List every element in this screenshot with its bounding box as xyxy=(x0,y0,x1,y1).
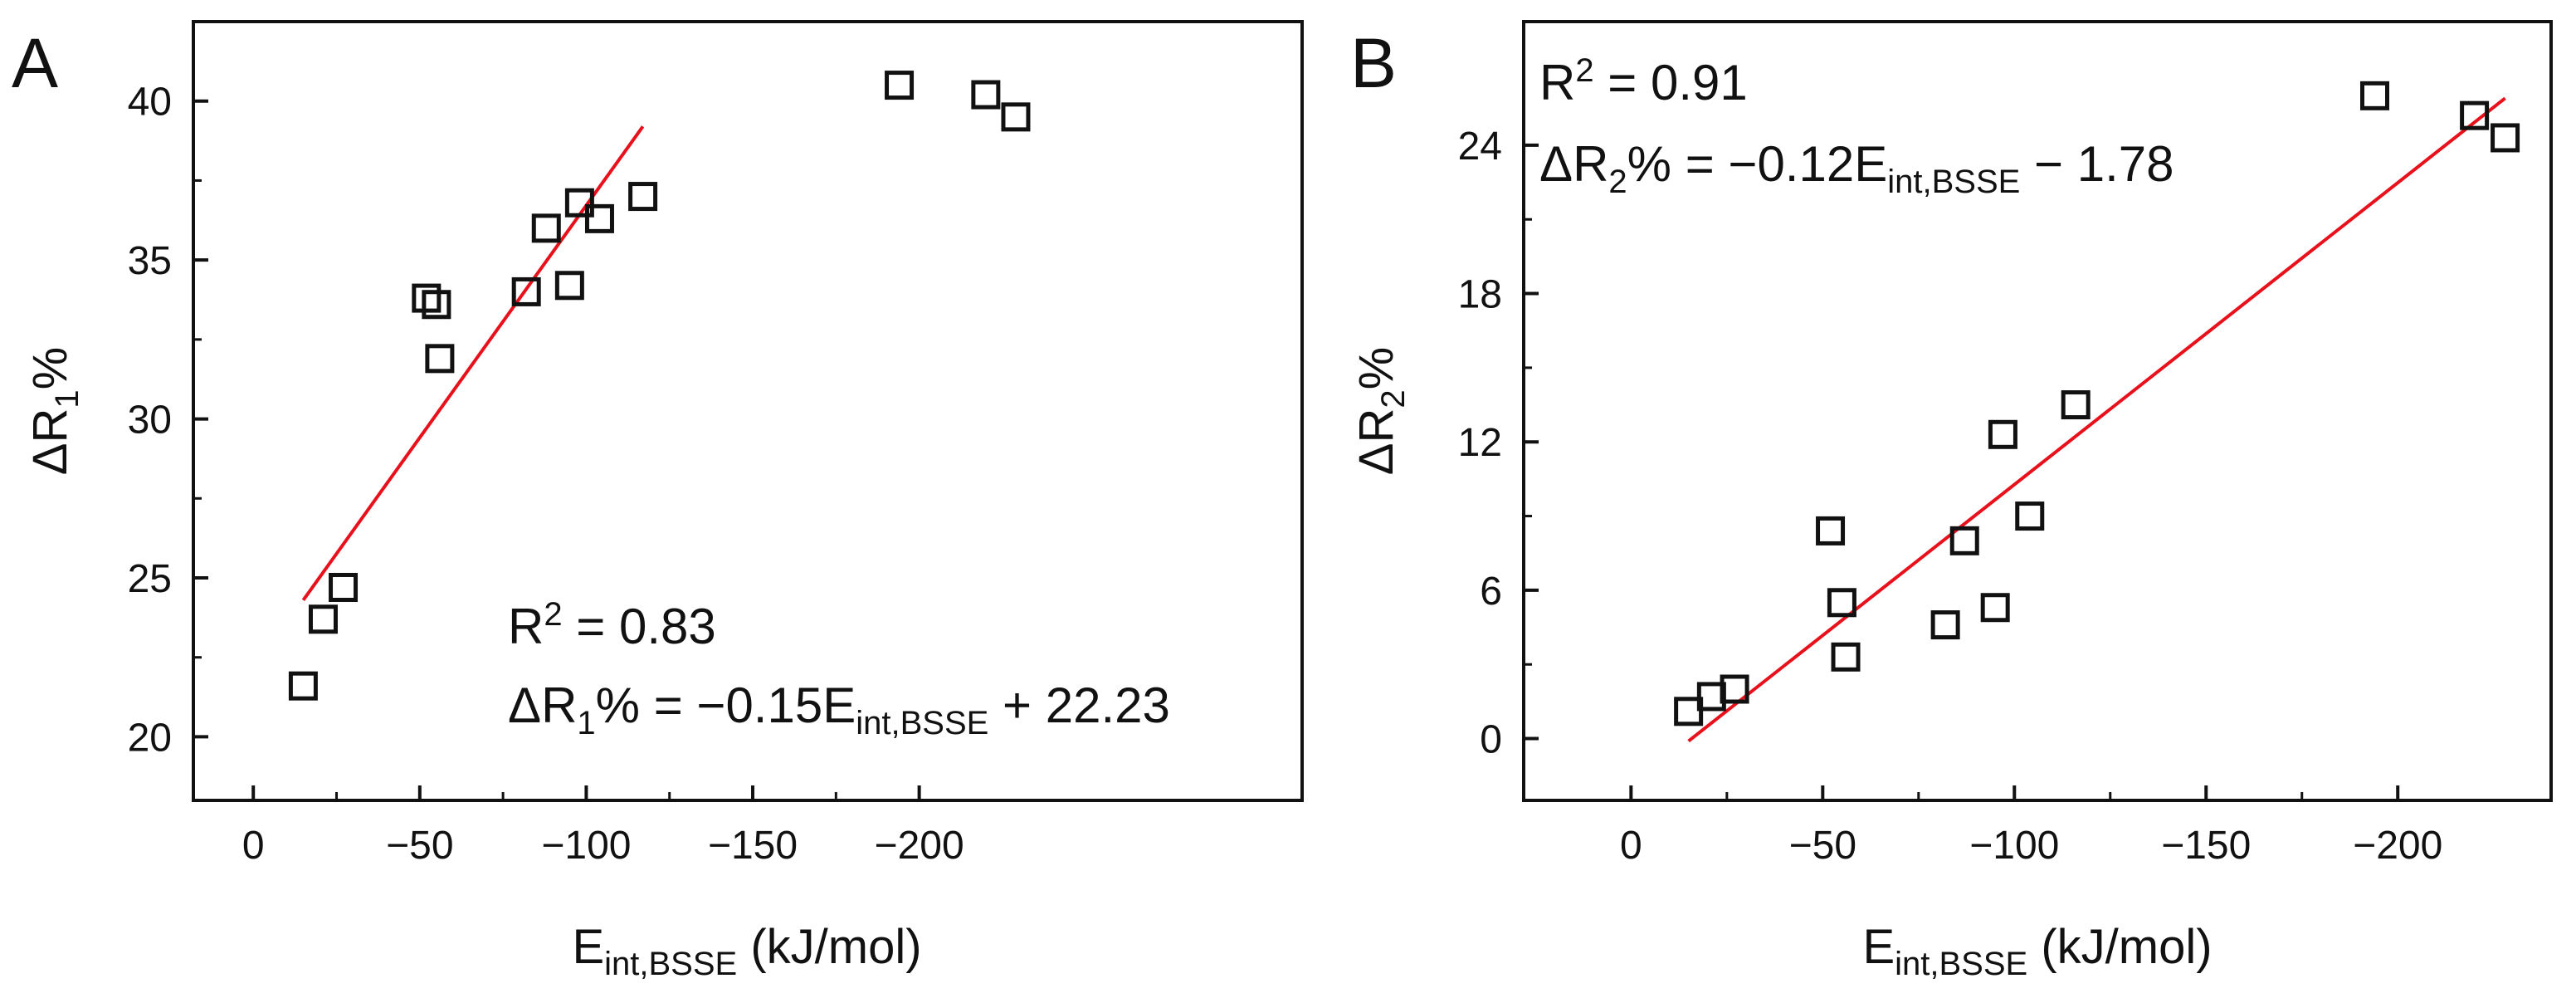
panel-b-x-axis-title: Eint,BSSE (kJ/mol) xyxy=(1862,920,2212,982)
panel-b-data-point xyxy=(1831,642,1861,672)
panel-a-ticks: 0 −50 −100 −150 −200 20 25 30 35 40 xyxy=(128,81,964,868)
panel-b-data-point xyxy=(1827,588,1856,618)
panel-a-data-point xyxy=(308,604,338,634)
panel-a-data-point xyxy=(885,71,915,100)
panel-a-data-point xyxy=(564,188,594,218)
panel-b-y-tick-label: 0 xyxy=(1480,718,1502,762)
panel-a-data-point xyxy=(425,344,455,374)
panel-a-data-point xyxy=(329,572,359,602)
panel-b-data-point xyxy=(1816,516,1846,545)
panel-b-x-tick-label: 0 xyxy=(1620,824,1642,868)
panel-b-y-axis-title: ΔR2% xyxy=(1349,347,1412,475)
panel-b-fit-equation: ΔR2% = −0.12Eint,BSSE − 1.78 xyxy=(1539,136,2174,200)
panel-b-data-point xyxy=(1930,610,1960,640)
panel-b-fit-group xyxy=(1687,96,2506,743)
panel-b-x-tick-label: −100 xyxy=(1969,824,2059,868)
panel-a-data-point xyxy=(971,80,1001,110)
panel-b-x-tick-label: −50 xyxy=(1789,824,1856,868)
panel-a-x-tick-label: 0 xyxy=(242,824,265,868)
panel-b-y-tick-label: 12 xyxy=(1458,421,1502,465)
panel-a-y-tick-label: 20 xyxy=(128,716,172,760)
panel-b-y-tick-label: 6 xyxy=(1480,570,1502,614)
panel-b-data-point xyxy=(1988,419,2017,449)
panel-b-x-tick-label: −200 xyxy=(2353,824,2442,868)
panel-a-data-point xyxy=(628,182,658,212)
panel-a-x-axis-title: Eint,BSSE (kJ/mol) xyxy=(572,920,921,982)
panel-a-points xyxy=(288,71,1031,701)
panel-a-label: A xyxy=(12,24,58,102)
panel-a-data-point xyxy=(412,283,442,313)
panel-b-data-point xyxy=(2360,81,2390,110)
panel-b-y-tick-label: 24 xyxy=(1458,125,1502,169)
panel-a-data-point xyxy=(584,203,614,233)
panel-b-ticks: 0 −50 −100 −150 −200 0 6 12 18 24 xyxy=(1458,125,2443,868)
panel-a-y-tick-label: 30 xyxy=(128,399,172,443)
panel-a-x-tick-label: −200 xyxy=(875,824,964,868)
panel-a-y-tick-label: 40 xyxy=(128,81,172,125)
panel-a-data-point xyxy=(288,671,318,701)
panel-b-data-point xyxy=(1674,697,1704,726)
panel-a-y-axis-title: ΔR1% xyxy=(23,347,85,475)
panel-b-data-point xyxy=(2015,501,2045,531)
panel-a-data-point xyxy=(1001,102,1031,132)
panel-b: B 0 −50 −100 −150 −200 0 6 12 18 24 ΔR2% Eint,BSS… xyxy=(1349,20,2553,982)
panel-a-r-squared: R2 = 0.83 xyxy=(508,596,716,654)
panel-a-fit-equation: ΔR1% = −0.15Eint,BSSE + 22.23 xyxy=(508,678,1170,741)
panel-a-plot-frame xyxy=(192,20,1304,802)
panel-b-r-squared: R2 = 0.91 xyxy=(1539,52,1748,110)
panel-a-data-point xyxy=(422,290,451,320)
panel-b-points xyxy=(1674,81,2520,726)
panel-a-y-tick-label: 25 xyxy=(128,557,172,601)
panel-a-data-point xyxy=(554,271,584,301)
panel-a-y-tick-label: 35 xyxy=(128,239,172,283)
panel-b-data-point xyxy=(1949,526,1979,555)
panel-b-data-point xyxy=(2061,390,2091,420)
panel-b-y-tick-label: 18 xyxy=(1458,273,1502,317)
panel-a-data-point xyxy=(531,213,561,243)
panel-b-label: B xyxy=(1350,24,1397,102)
panel-a-data-point xyxy=(511,276,541,306)
panel-b-data-point xyxy=(2460,100,2490,130)
panel-b-x-tick-label: −150 xyxy=(2161,824,2251,868)
panel-a-x-tick-label: −100 xyxy=(541,824,631,868)
panel-a: A 0 −50 −100 −150 −200 20 25 30 35 40 ΔR1% Eint,B… xyxy=(12,20,1304,982)
panel-b-fit-line xyxy=(1687,96,2506,743)
panel-a-x-tick-label: −50 xyxy=(386,824,453,868)
panel-b-plot-frame xyxy=(1522,20,2553,802)
panel-b-data-point xyxy=(1720,674,1749,704)
panel-b-data-point xyxy=(1980,593,2010,623)
panel-a-x-tick-label: −150 xyxy=(708,824,798,868)
panel-b-data-point xyxy=(2491,123,2520,153)
